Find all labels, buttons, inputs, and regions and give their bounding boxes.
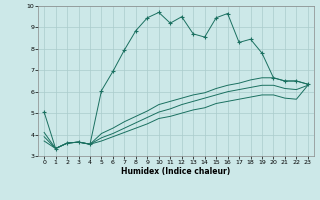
X-axis label: Humidex (Indice chaleur): Humidex (Indice chaleur) — [121, 167, 231, 176]
